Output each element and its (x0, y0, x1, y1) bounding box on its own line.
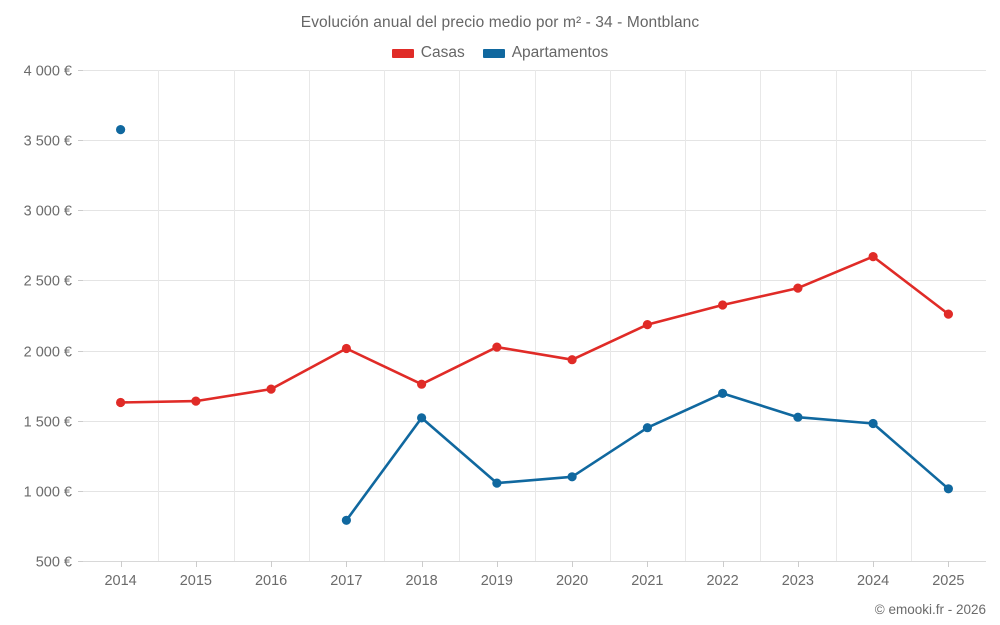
x-tick-label: 2025 (932, 573, 964, 589)
data-point[interactable] (191, 396, 201, 406)
data-point[interactable] (793, 283, 803, 293)
data-point[interactable] (116, 397, 126, 408)
x-tick-label: 2016 (255, 573, 287, 589)
legend-item-apartamentos[interactable]: Apartamentos (482, 44, 609, 62)
data-point[interactable] (718, 388, 728, 398)
y-tick-label: 1 000 € (24, 485, 72, 501)
y-tick-label: 4 000 € (24, 64, 72, 80)
x-tick-label: 2020 (556, 573, 588, 589)
data-point[interactable] (492, 342, 502, 352)
legend-item-casas[interactable]: Casas (391, 44, 465, 62)
footer-credit: © emooki.fr - 2026 (874, 602, 986, 617)
data-point[interactable] (341, 343, 351, 354)
data-point[interactable] (417, 379, 427, 389)
x-tick-label: 2021 (631, 573, 663, 589)
x-tick-label: 2022 (706, 573, 738, 589)
y-tick-label: 500 € (36, 555, 72, 571)
data-point[interactable] (567, 355, 577, 365)
data-point[interactable] (718, 300, 728, 310)
x-tick-label: 2018 (405, 573, 437, 589)
data-point[interactable] (567, 472, 577, 482)
data-point[interactable] (793, 412, 803, 422)
chart-legend: Casas Apartamentos (0, 44, 1000, 62)
legend-label-casas: Casas (420, 44, 465, 61)
data-point[interactable] (943, 484, 954, 494)
data-point[interactable] (868, 252, 878, 262)
y-tick-label: 1 500 € (24, 415, 72, 431)
data-point[interactable] (266, 384, 276, 394)
y-tick-label: 3 000 € (24, 204, 72, 220)
y-tick-label: 2 000 € (24, 345, 72, 361)
legend-label-apartamentos: Apartamentos (511, 44, 609, 61)
data-point[interactable] (417, 413, 427, 423)
data-point[interactable] (642, 423, 653, 433)
series-line-apartamentos (345, 392, 950, 522)
y-tick-label: 3 500 € (24, 134, 72, 150)
data-point[interactable] (642, 320, 653, 330)
data-point[interactable] (868, 418, 878, 429)
y-tick-label: 2 500 € (24, 274, 72, 290)
x-tick-label: 2024 (857, 573, 889, 589)
chart-title: Evolución anual del precio medio por m² … (300, 14, 700, 31)
series-line-casas (119, 255, 950, 404)
legend-swatch-casas (391, 48, 414, 58)
data-point[interactable] (341, 515, 351, 525)
x-tick-label: 2019 (481, 573, 513, 589)
data-point[interactable] (492, 478, 502, 488)
data-point[interactable] (116, 125, 126, 135)
x-tick-label: 2017 (330, 573, 362, 589)
data-point[interactable] (943, 309, 954, 319)
x-tick-label: 2023 (782, 573, 814, 589)
x-tick-label: 2015 (180, 573, 212, 589)
x-tick-label: 2014 (104, 573, 136, 589)
legend-swatch-apartamentos (482, 48, 505, 58)
